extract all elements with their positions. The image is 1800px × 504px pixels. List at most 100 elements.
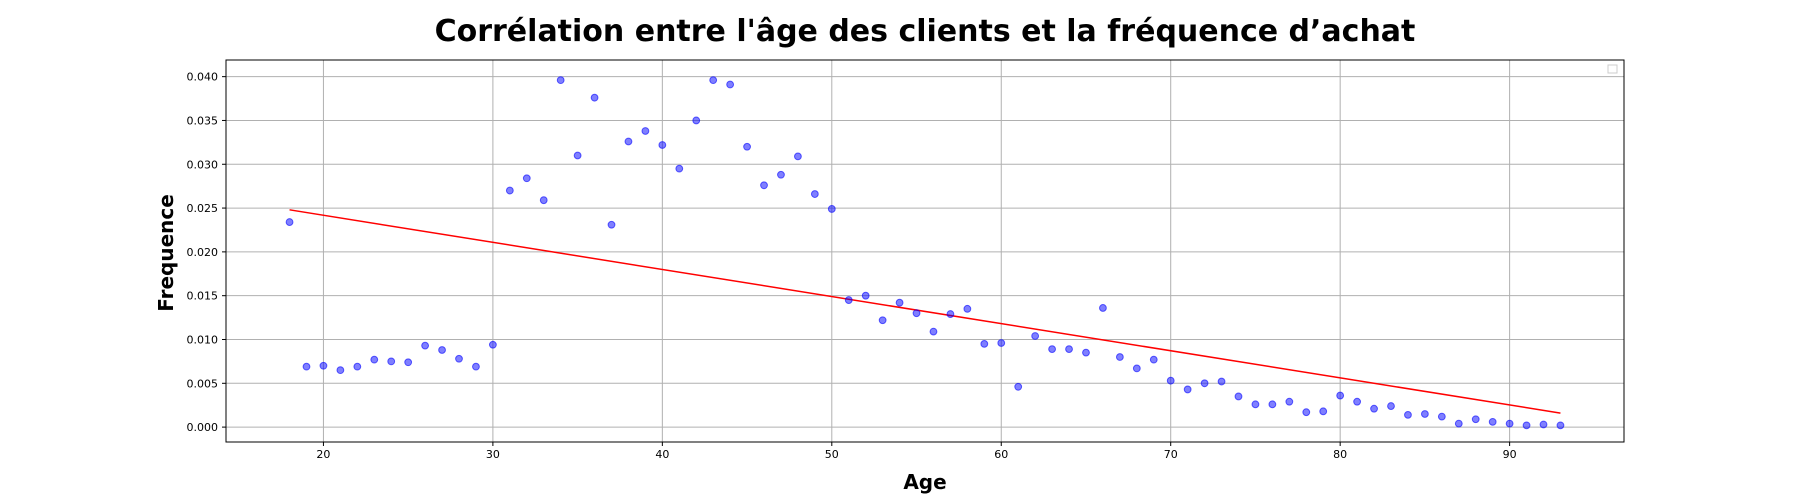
data-point: [505, 186, 514, 195]
y-tick-label: 0.015: [187, 290, 219, 303]
data-point: [658, 141, 667, 149]
data-point: [1556, 421, 1565, 430]
x-tick-label: 30: [486, 448, 500, 461]
data-point: [1234, 392, 1243, 401]
data-point: [1268, 400, 1277, 409]
data-point: [1505, 419, 1514, 428]
x-tick-label: 50: [825, 448, 839, 461]
data-point: [810, 190, 819, 198]
data-point: [1285, 397, 1294, 406]
data-point: [1370, 404, 1378, 413]
chart-title: Corrélation entre l'âge des clients et l…: [435, 14, 1416, 49]
data-point: [1302, 408, 1311, 417]
data-point: [1048, 345, 1056, 354]
x-tick-label: 80: [1333, 448, 1347, 461]
data-points: [285, 76, 1565, 430]
data-point: [709, 76, 718, 85]
data-point: [895, 298, 904, 307]
data-point: [607, 220, 616, 229]
data-point: [1014, 382, 1023, 391]
data-point: [455, 354, 463, 363]
data-point: [1200, 379, 1209, 388]
data-point: [641, 127, 650, 135]
y-tick-label: 0.005: [187, 377, 219, 390]
data-point: [1454, 419, 1463, 428]
data-point: [1031, 332, 1040, 340]
data-point: [675, 164, 684, 173]
data-point: [794, 152, 802, 161]
data-point: [1539, 420, 1548, 429]
y-tick-label: 0.020: [187, 246, 219, 259]
y-tick-label: 0.030: [187, 158, 219, 171]
data-point: [1166, 376, 1175, 385]
data-point: [1082, 348, 1090, 357]
data-point: [336, 366, 345, 375]
data-point: [1471, 415, 1480, 424]
data-point: [1319, 407, 1328, 416]
data-point: [1065, 345, 1073, 354]
data-point: [1115, 353, 1124, 361]
data-point: [861, 291, 870, 300]
data-point: [912, 309, 921, 318]
y-tick-label: 0.040: [187, 71, 219, 84]
data-point: [404, 358, 413, 367]
legend-box: [1607, 64, 1618, 74]
data-point: [438, 346, 446, 354]
x-tick-label: 40: [655, 448, 669, 461]
x-axis-label: Age: [903, 470, 946, 494]
data-point: [726, 80, 735, 89]
data-point: [692, 116, 701, 125]
data-point: [1217, 377, 1226, 386]
x-tick-label: 20: [316, 448, 330, 461]
data-point: [1336, 391, 1345, 400]
data-point: [319, 361, 328, 370]
regression-line: [289, 209, 1561, 414]
data-point: [1353, 397, 1362, 406]
data-point: [1387, 402, 1395, 410]
data-point: [929, 327, 938, 336]
data-point: [777, 170, 785, 179]
data-point: [997, 339, 1006, 347]
data-point: [1132, 364, 1141, 373]
data-point: [472, 362, 480, 371]
data-point: [1251, 400, 1260, 409]
data-point: [590, 93, 599, 102]
data-point: [963, 304, 972, 313]
x-tick-label: 70: [1164, 448, 1178, 461]
data-point: [387, 357, 396, 366]
regression-line-layer: [289, 209, 1561, 414]
data-point: [946, 310, 955, 318]
data-point: [980, 339, 989, 348]
data-point: [743, 142, 751, 151]
data-point: [1488, 417, 1497, 426]
data-point: [1149, 355, 1158, 364]
plot-frame: [225, 59, 1625, 443]
data-point: [1437, 412, 1446, 421]
data-point: [488, 340, 497, 349]
axis-ticks: 20 30 40 50 60 70 80 90 0.000 0.005 0.010 0.015 0.02…: [187, 71, 1517, 461]
data-point: [421, 341, 430, 350]
data-point: [1183, 385, 1192, 394]
data-point: [285, 218, 294, 226]
data-point: [573, 151, 582, 160]
data-point: [1099, 304, 1107, 312]
data-point: [522, 174, 531, 183]
y-axis-label: Frequence: [154, 194, 178, 312]
y-tick-label: 0.000: [187, 421, 219, 434]
data-point: [624, 137, 633, 146]
data-point: [827, 205, 836, 213]
x-tick-label: 60: [994, 448, 1008, 461]
data-point: [1404, 410, 1412, 419]
data-point: [1420, 410, 1429, 418]
x-tick-label: 90: [1503, 448, 1517, 461]
data-point: [370, 355, 379, 364]
data-point: [878, 316, 887, 325]
y-tick-label: 0.025: [187, 202, 219, 215]
grid: [226, 60, 1624, 442]
data-point: [844, 296, 853, 304]
data-point: [353, 362, 362, 371]
y-tick-label: 0.035: [187, 114, 219, 127]
data-point: [556, 76, 565, 85]
data-point: [760, 181, 768, 190]
